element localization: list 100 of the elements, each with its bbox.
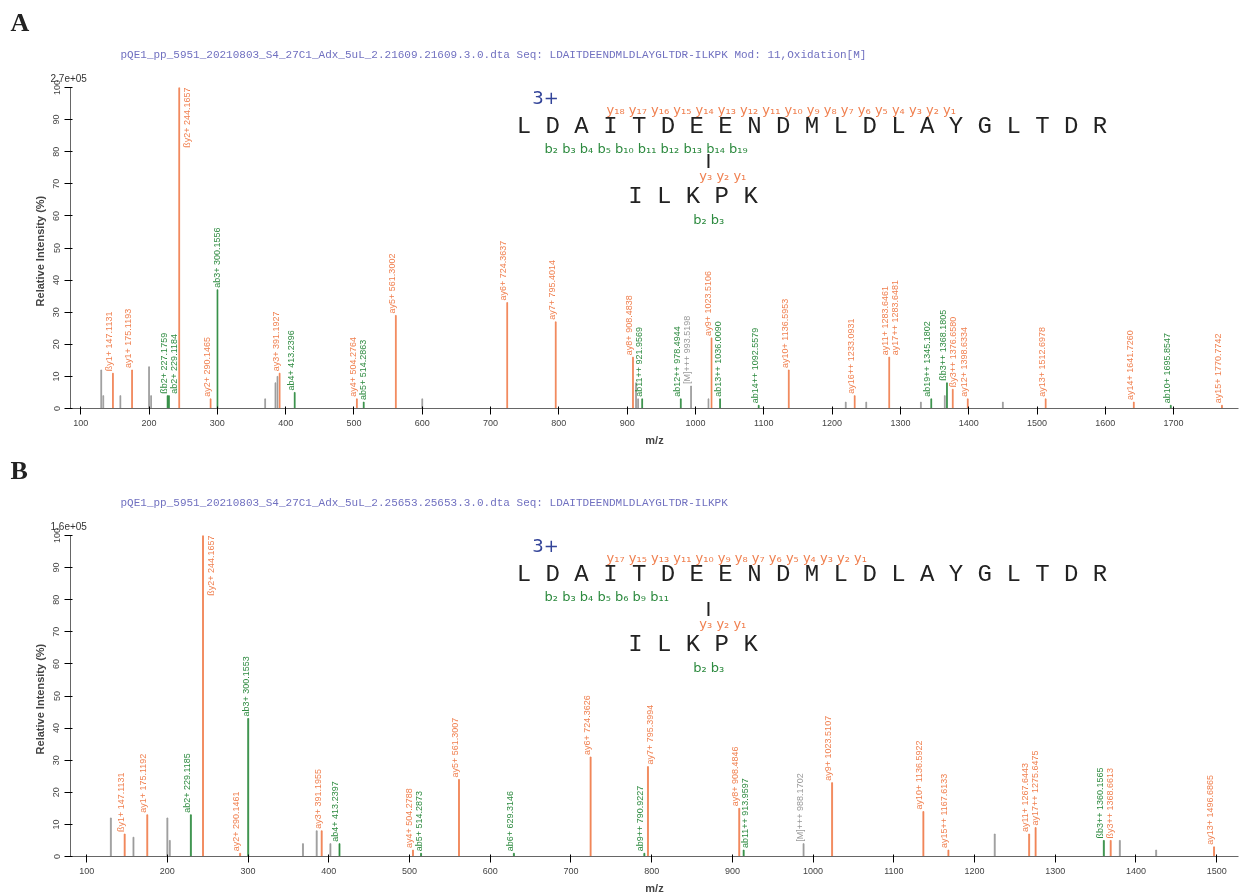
annotation: ay2+ 290.1465 bbox=[201, 337, 212, 397]
x-tick-label: 700 bbox=[483, 417, 499, 428]
annotation: ay6+ 724.3637 bbox=[498, 240, 509, 301]
x-tick-label: 1000 bbox=[803, 865, 824, 876]
annotation: ab3+ 300.1556 bbox=[211, 227, 222, 288]
y-tick-label: 70 bbox=[51, 178, 62, 189]
chart-title: A bbox=[10, 7, 30, 37]
x-tick-label: 400 bbox=[321, 865, 337, 876]
annotation: ab6+ 629.3146 bbox=[504, 790, 515, 852]
annotation: y₃ y₂ y₁ bbox=[699, 168, 747, 184]
annotation: ab19++ 1345.1802 bbox=[922, 321, 933, 397]
annotation: ay10+ 1136.5953 bbox=[779, 298, 790, 368]
annotation: ßy3++ 1368.6613 bbox=[1104, 767, 1115, 839]
annotation: I L K P K bbox=[628, 631, 759, 659]
annotation: ay1+ 175.1192 bbox=[138, 753, 149, 813]
annotation: ay7+ 795.3994 bbox=[645, 704, 656, 765]
annotation: ay3+ 391.1955 bbox=[312, 769, 323, 829]
annotation: 3+ bbox=[532, 534, 559, 556]
annotation: ab2+ 229.1185 bbox=[181, 753, 192, 813]
x-tick-label: 200 bbox=[159, 865, 175, 876]
x-tick-label: 100 bbox=[73, 417, 89, 428]
annotation: ay13+ 1496.6865 bbox=[1205, 775, 1216, 845]
x-tick-label: 1600 bbox=[1095, 417, 1116, 428]
annotation: ab11++ 913.9597 bbox=[740, 778, 751, 849]
annotation: b₂ b₃ b₄ b₅ b₆ b₉ b₁₁ bbox=[544, 588, 669, 604]
x-tick-label: 200 bbox=[141, 417, 157, 428]
annotation: ab12++ 978.4944 bbox=[671, 326, 682, 397]
x-tick-label: 600 bbox=[482, 865, 498, 876]
y-tick-label: 50 bbox=[51, 242, 62, 254]
x-tick-label: 1400 bbox=[1125, 865, 1147, 876]
x-tick-label: 1500 bbox=[1026, 417, 1048, 428]
annotation: ay6+ 724.3626 bbox=[581, 695, 592, 755]
x-tick-label: 1200 bbox=[822, 417, 843, 428]
x-tick-label: 1200 bbox=[964, 865, 985, 876]
annotation: ay11+ 1283.6461 bbox=[880, 285, 891, 356]
y-tick-label: 0 bbox=[51, 405, 62, 411]
y-tick-label: 50 bbox=[51, 690, 62, 702]
annotation: ay15++ 1167.6133 bbox=[939, 773, 950, 849]
x-tick-label: 100 bbox=[79, 865, 95, 876]
x-tick-label: 500 bbox=[346, 417, 362, 428]
y-tick-label: 60 bbox=[51, 658, 62, 669]
annotation: ßy2+ 244.1657 bbox=[182, 87, 193, 148]
annotation: ay2+ 290.1461 bbox=[231, 791, 242, 852]
chart-title: B bbox=[10, 455, 28, 485]
x-tick-label: 800 bbox=[551, 417, 567, 428]
annotation: ay17++ 1283.6481 bbox=[890, 280, 901, 356]
y-tick-label: 10 bbox=[51, 819, 62, 830]
annotation: ab10+ 1695.8547 bbox=[1161, 332, 1172, 404]
annotation: ay5+ 561.3002 bbox=[386, 253, 397, 314]
x-tick-label: 1300 bbox=[1045, 865, 1066, 876]
annotation: ßy2+ 244.1657 bbox=[206, 535, 217, 596]
y-tick-label: 10 bbox=[51, 371, 62, 382]
annotation: ay14+ 1641.7260 bbox=[1124, 330, 1135, 401]
x-tick-label: 1400 bbox=[958, 417, 979, 428]
x-axis-title: m/z bbox=[645, 881, 665, 894]
annotation: b₂ b₃ bbox=[693, 659, 725, 675]
annotation: ay9+ 1023.5107 bbox=[823, 715, 834, 781]
annotation: ay4+ 504.2788 bbox=[403, 788, 414, 849]
annotation: ab5+ 514.2863 bbox=[357, 339, 368, 401]
x-axis-title: m/z bbox=[645, 433, 665, 446]
y-tick-label: 80 bbox=[51, 146, 62, 157]
y-tick-label: 20 bbox=[51, 787, 62, 798]
annotation: ay16++ 1233.0931 bbox=[845, 318, 856, 394]
x-tick-label: 1300 bbox=[890, 417, 911, 428]
annotation: ay5+ 561.3007 bbox=[450, 717, 460, 778]
annotation: ay9+ 1023.5106 bbox=[702, 271, 713, 336]
annotation: ßb2+ 227.1759 bbox=[158, 332, 169, 394]
annotation: ab5+ 514.2873 bbox=[413, 790, 424, 852]
x-tick-label: 400 bbox=[278, 417, 294, 428]
annotation: ay8+ 908.4838 bbox=[623, 295, 634, 356]
annotation: ay8+ 908.4846 bbox=[730, 746, 741, 807]
annotation: ab13++ 1036.0090 bbox=[712, 321, 723, 397]
annotation: ab3+ 300.1553 bbox=[241, 656, 252, 717]
y-tick-label: 80 bbox=[51, 594, 62, 605]
annotation: ay11+ 1267.6443 bbox=[1020, 762, 1031, 833]
y-tick-label: 0 bbox=[51, 853, 62, 859]
annotation: I L K P K bbox=[628, 183, 759, 211]
annotation: ab4+ 413.2396 bbox=[285, 330, 296, 391]
annotation: ay7+ 795.4014 bbox=[546, 260, 557, 320]
y-tick-label: 90 bbox=[51, 114, 62, 125]
annotation: 3+ bbox=[532, 86, 559, 108]
annotation: ay3+ 391.1927 bbox=[270, 311, 281, 372]
annotation: ay17++ 1275.6475 bbox=[1030, 750, 1041, 826]
annotation: y₁₇ y₁₅ y₁₃ y₁₁ y₁₀ y₉ y₈ y₇ y₆ y₅ y₄ y₃ y₂ y₁ bbox=[606, 550, 867, 566]
y-tick-label: 30 bbox=[51, 755, 62, 766]
annotation: ab11++ 921.9569 bbox=[633, 326, 644, 397]
x-tick-label: 600 bbox=[414, 417, 430, 428]
x-tick-label: 1000 bbox=[685, 417, 706, 428]
annotation: ßy1+ 147.1131 bbox=[115, 772, 126, 833]
y-tick-label: 20 bbox=[51, 339, 62, 350]
x-tick-label: 1700 bbox=[1163, 417, 1184, 428]
annotation: ay13+ 1512.6978 bbox=[1036, 327, 1047, 397]
x-tick-label: 1100 bbox=[754, 417, 774, 428]
x-tick-label: 500 bbox=[402, 865, 418, 876]
annotation: ßy3++ 1376.6580 bbox=[947, 316, 958, 388]
annotation: [M]+++ 988.1702 bbox=[794, 773, 805, 842]
y-tick-label: 30 bbox=[51, 307, 62, 318]
annotation: b₂ b₃ bbox=[693, 211, 725, 227]
annotation: y₁₈ y₁₇ y₁₆ y₁₅ y₁₄ y₁₃ y₁₂ y₁₁ y₁₀ y₉ y₈ y₇ y₆ y₅ y₄ y₃ y₂ y₁ bbox=[606, 102, 956, 118]
annotation: ab14++ 1092.5579 bbox=[749, 327, 760, 404]
